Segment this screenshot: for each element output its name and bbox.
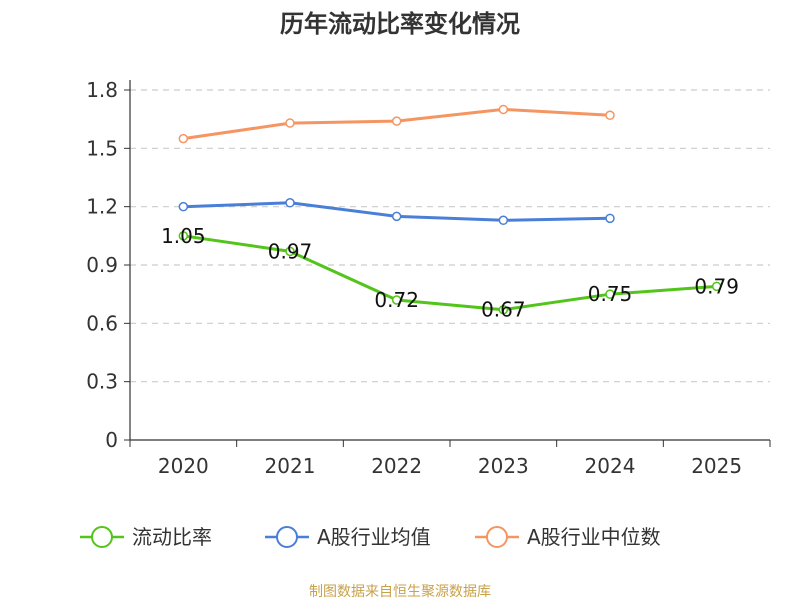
data-label: 0.75 — [588, 282, 633, 306]
x-tick-label: 2023 — [478, 454, 529, 478]
y-tick-label: 0.3 — [86, 370, 118, 394]
data-point — [178, 201, 189, 212]
data-point — [605, 213, 615, 224]
data-point — [285, 246, 295, 257]
data-point — [498, 304, 509, 315]
legend-item: A股行业均值 — [265, 525, 431, 549]
chart-title: 历年流动比率变化情况 — [280, 10, 520, 38]
data-label: 0.79 — [694, 274, 739, 298]
data-point — [178, 231, 189, 241]
data-label: 0.72 — [374, 288, 419, 312]
x-tick-label: 2020 — [158, 454, 209, 478]
grid-lines — [130, 89, 770, 383]
legend-marker — [91, 526, 113, 548]
y-tick-label: 1.2 — [86, 195, 118, 219]
data-point — [391, 211, 402, 222]
y-tick-label: 0.9 — [86, 253, 118, 277]
data-point — [391, 116, 402, 126]
data-label: 0.97 — [268, 239, 313, 263]
data-point — [605, 110, 615, 121]
legend-marker — [276, 526, 298, 548]
source-note: 制图数据来自恒生聚源数据库 — [309, 584, 491, 600]
data-label: 1.05 — [161, 224, 206, 248]
data-point — [391, 295, 402, 305]
legend-label: A股行业中位数 — [527, 525, 661, 549]
data-point — [605, 289, 615, 299]
axes: 0 0.3 0.6 0.9 1.2 1.5 1.8 2020 2021 2022 2023 2024 2… — [86, 78, 771, 478]
legend-item: 流动比率 — [80, 525, 212, 549]
y-tick-label: 0 — [105, 428, 118, 452]
data-point — [498, 215, 509, 226]
x-tick-label: 2024 — [585, 454, 636, 478]
data-label: 0.67 — [481, 298, 526, 322]
legend-label: A股行业均值 — [317, 525, 431, 549]
data-point — [711, 281, 722, 292]
data-labels: 1.05 0.97 0.72 0.67 0.75 0.79 — [161, 224, 739, 322]
legend-item: A股行业中位数 — [475, 525, 661, 549]
series-lines — [178, 104, 722, 315]
y-tick-label: 0.6 — [86, 311, 118, 335]
data-point — [498, 104, 509, 115]
x-tick-label: 2025 — [691, 454, 742, 478]
x-tick-label: 2021 — [265, 454, 316, 478]
series-line — [181, 234, 719, 312]
x-tick-label: 2022 — [371, 454, 422, 478]
legend-label: 流动比率 — [132, 525, 212, 549]
legend-marker — [486, 526, 508, 548]
data-point — [285, 198, 295, 208]
data-point — [178, 133, 189, 144]
legend: 流动比率 A股行业均值 A股行业中位数 — [80, 525, 661, 549]
y-tick-label: 1.5 — [86, 136, 118, 160]
y-tick-label: 1.8 — [86, 78, 118, 102]
data-point — [285, 118, 295, 128]
